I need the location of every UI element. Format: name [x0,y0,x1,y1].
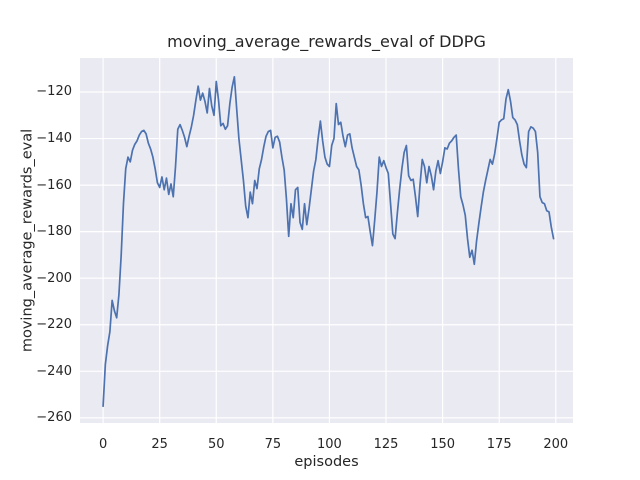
x-tick-label: 0 [98,437,108,452]
x-tick-label: 200 [543,437,569,452]
y-tick-label: −160 [36,177,72,193]
y-tick-label: −140 [36,131,72,147]
x-tick-label: 150 [430,437,456,452]
y-tick-label: −220 [36,317,72,333]
plot-area [80,58,573,423]
series-line [102,76,555,408]
x-tick-label: 175 [486,437,512,452]
y-tick-label: −180 [36,224,72,240]
chart-title: moving_average_rewards_eval of DDPG [167,32,486,51]
x-tick-label: 50 [207,437,225,452]
y-tick-label: −120 [36,84,72,100]
y-tick-label: −200 [36,270,72,286]
x-tick-label: 25 [151,437,168,452]
axes [80,58,573,423]
y-tick-label: −260 [36,410,72,426]
x-tick-label: 125 [373,437,399,452]
x-tick-label: 100 [317,437,342,452]
x-axis-label: episodes [294,454,359,470]
x-tick-label: 75 [264,437,282,452]
y-tick-label: −240 [36,363,72,379]
